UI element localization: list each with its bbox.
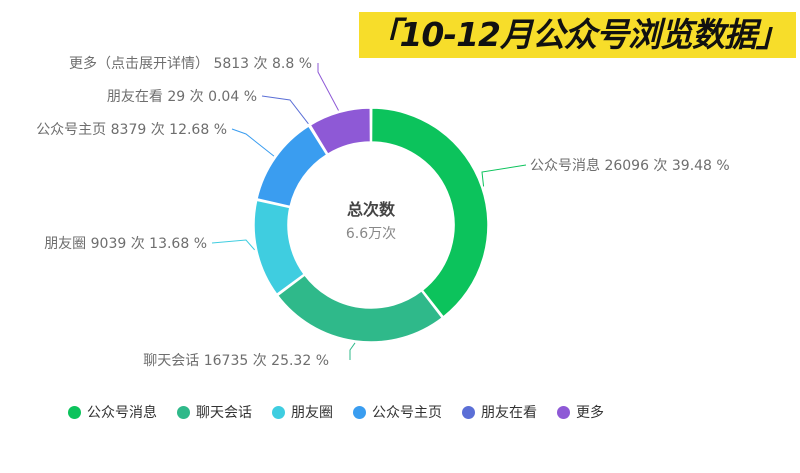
legend-item-more[interactable]: 更多 bbox=[557, 402, 604, 422]
legend-label: 公众号消息 bbox=[87, 405, 157, 421]
center-title: 总次数 bbox=[347, 200, 396, 219]
donut-slice-0[interactable] bbox=[370, 107, 489, 319]
legend-label: 公众号主页 bbox=[372, 405, 442, 421]
slice-label-5: 更多（点击展开详情） 5813 次 8.8 % bbox=[69, 55, 312, 72]
legend-swatch bbox=[557, 405, 570, 419]
leader-line-5 bbox=[317, 63, 339, 111]
legend-item-chat-session[interactable]: 聊天会话 bbox=[177, 402, 252, 422]
donut-slice-3[interactable] bbox=[256, 124, 328, 208]
headline-banner: 「10-12月公众号浏览数据」 bbox=[359, 12, 796, 58]
legend-swatch bbox=[462, 405, 475, 419]
slice-label-3: 公众号主页 8379 次 12.68 % bbox=[36, 122, 227, 138]
slice-label-4: 朋友在看 29 次 0.04 % bbox=[107, 89, 257, 105]
chart-legend: 公众号消息 聊天会话 朋友圈 公众号主页 朋友在看 更多 bbox=[68, 401, 624, 423]
legend-item-gzh-message[interactable]: 公众号消息 bbox=[68, 402, 157, 422]
legend-swatch bbox=[353, 405, 366, 419]
legend-label: 聊天会话 bbox=[196, 405, 252, 421]
leader-line-3 bbox=[231, 128, 275, 157]
donut-slice-5[interactable] bbox=[309, 107, 372, 156]
leader-line-2 bbox=[211, 239, 256, 251]
slice-label-1: 聊天会话 16735 次 25.32 % bbox=[143, 353, 329, 369]
legend-label: 朋友圈 bbox=[291, 405, 333, 421]
leader-line-1 bbox=[349, 342, 356, 360]
slice-label-2: 朋友圈 9039 次 13.68 % bbox=[44, 236, 207, 252]
donut-slice-2[interactable] bbox=[253, 199, 306, 296]
legend-label: 朋友在看 bbox=[481, 405, 537, 421]
slice-label-0: 公众号消息 26096 次 39.48 % bbox=[530, 157, 730, 174]
legend-item-gzh-homepage[interactable]: 公众号主页 bbox=[353, 402, 442, 422]
leader-line-4 bbox=[261, 95, 309, 125]
legend-swatch bbox=[68, 405, 81, 419]
leader-line-0 bbox=[481, 164, 527, 187]
legend-item-moments[interactable]: 朋友圈 bbox=[272, 402, 333, 422]
legend-swatch bbox=[272, 405, 285, 419]
legend-item-friends-watching[interactable]: 朋友在看 bbox=[462, 402, 537, 422]
center-value: 6.6万次 bbox=[346, 226, 396, 242]
legend-label: 更多 bbox=[576, 405, 604, 421]
donut-slice-1[interactable] bbox=[276, 273, 444, 343]
legend-swatch bbox=[177, 405, 190, 419]
